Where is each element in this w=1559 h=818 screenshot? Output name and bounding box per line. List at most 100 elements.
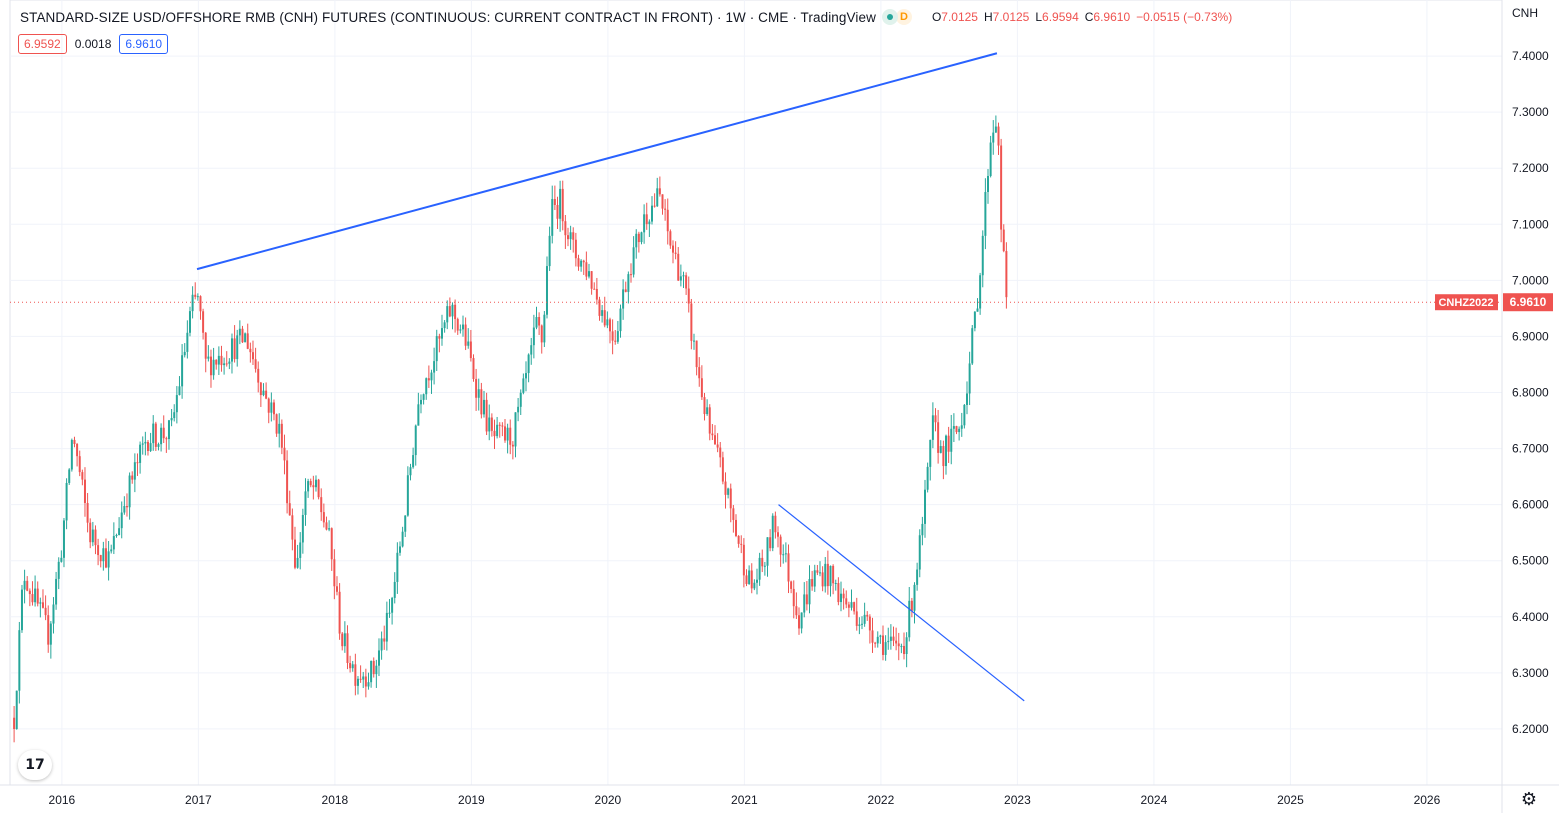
candle [782, 544, 785, 564]
candle [102, 541, 105, 571]
data-status-badge[interactable]: D [895, 9, 912, 25]
candle [244, 332, 247, 343]
candle [467, 328, 470, 349]
candle [866, 611, 869, 621]
candle [44, 595, 47, 621]
trendline [778, 504, 1025, 702]
candle [133, 453, 136, 493]
candle [585, 251, 588, 281]
candle [719, 441, 722, 468]
gear-icon[interactable]: ⚙ [1520, 789, 1538, 810]
trendlines[interactable] [196, 52, 1025, 702]
candle [293, 526, 296, 570]
x-tick-label: 2021 [731, 793, 758, 807]
candle [771, 513, 774, 552]
candle [149, 432, 152, 452]
candle [199, 295, 202, 320]
close-label: C [1084, 10, 1094, 24]
open-value: 7.0125 [941, 10, 978, 24]
candle [692, 333, 695, 350]
candle [643, 204, 646, 244]
candle [892, 626, 895, 647]
candle [921, 516, 924, 546]
candle [818, 561, 821, 577]
candle [913, 582, 916, 624]
candle [979, 272, 982, 315]
candle [36, 581, 39, 607]
candle [587, 263, 590, 279]
candle [538, 312, 541, 335]
candle [404, 515, 407, 538]
y-tick-label: 7.3000 [1512, 105, 1549, 119]
candle [70, 438, 73, 472]
candle [590, 271, 593, 295]
candle [876, 631, 879, 648]
candle [433, 347, 436, 385]
candle [737, 535, 740, 548]
candle [664, 199, 667, 221]
candle [635, 229, 638, 259]
candle [398, 541, 401, 556]
candle [146, 439, 149, 456]
candle [383, 625, 386, 650]
candle [574, 232, 577, 267]
candle [753, 579, 756, 591]
candle [905, 632, 908, 668]
candle [112, 522, 115, 555]
candle [690, 298, 693, 350]
candle [797, 607, 800, 635]
candle [897, 632, 900, 661]
candle [448, 297, 451, 318]
candle [238, 320, 241, 345]
candle [640, 231, 643, 245]
candle [595, 277, 598, 305]
candle [493, 419, 496, 450]
candle [727, 487, 730, 499]
candle [569, 225, 572, 250]
candle [207, 345, 210, 362]
candle [498, 422, 501, 438]
candle [580, 259, 583, 272]
candle [1002, 224, 1005, 253]
candle [362, 671, 365, 689]
change-value: −0.0515 (−0.73%) [1136, 10, 1233, 24]
candle [821, 566, 824, 592]
candle [511, 441, 514, 460]
tradingview-logo-icon[interactable]: 17 [18, 750, 52, 780]
candle [451, 302, 454, 330]
candle [317, 478, 320, 500]
candle [1005, 242, 1008, 309]
candle [375, 659, 378, 688]
candle [997, 122, 1000, 155]
candle [564, 215, 567, 249]
candle [488, 404, 491, 441]
candle [414, 424, 417, 466]
candle [800, 612, 803, 634]
market-status-icon[interactable] [881, 9, 898, 25]
candle [296, 544, 299, 569]
candle [225, 351, 228, 367]
candle [517, 398, 520, 422]
symbol-tag [1435, 294, 1498, 311]
buy-button[interactable]: 6.9610 [119, 34, 169, 54]
candle [674, 241, 677, 260]
candle [312, 475, 315, 500]
candle [861, 616, 864, 630]
candle [356, 676, 359, 695]
candle [808, 565, 811, 614]
y-tick-label: 6.7000 [1512, 442, 1549, 456]
candle [874, 641, 877, 648]
candle [989, 135, 992, 178]
candle [328, 520, 331, 532]
candle [81, 469, 84, 486]
low-label: L [1035, 10, 1043, 24]
candle [713, 425, 716, 445]
candle [845, 590, 848, 609]
candle [551, 185, 554, 244]
sell-button[interactable]: 6.9592 [18, 34, 67, 54]
candle [677, 247, 680, 282]
symbol-tag-label: CNHZ2022 [1438, 297, 1493, 309]
candle [522, 373, 525, 395]
